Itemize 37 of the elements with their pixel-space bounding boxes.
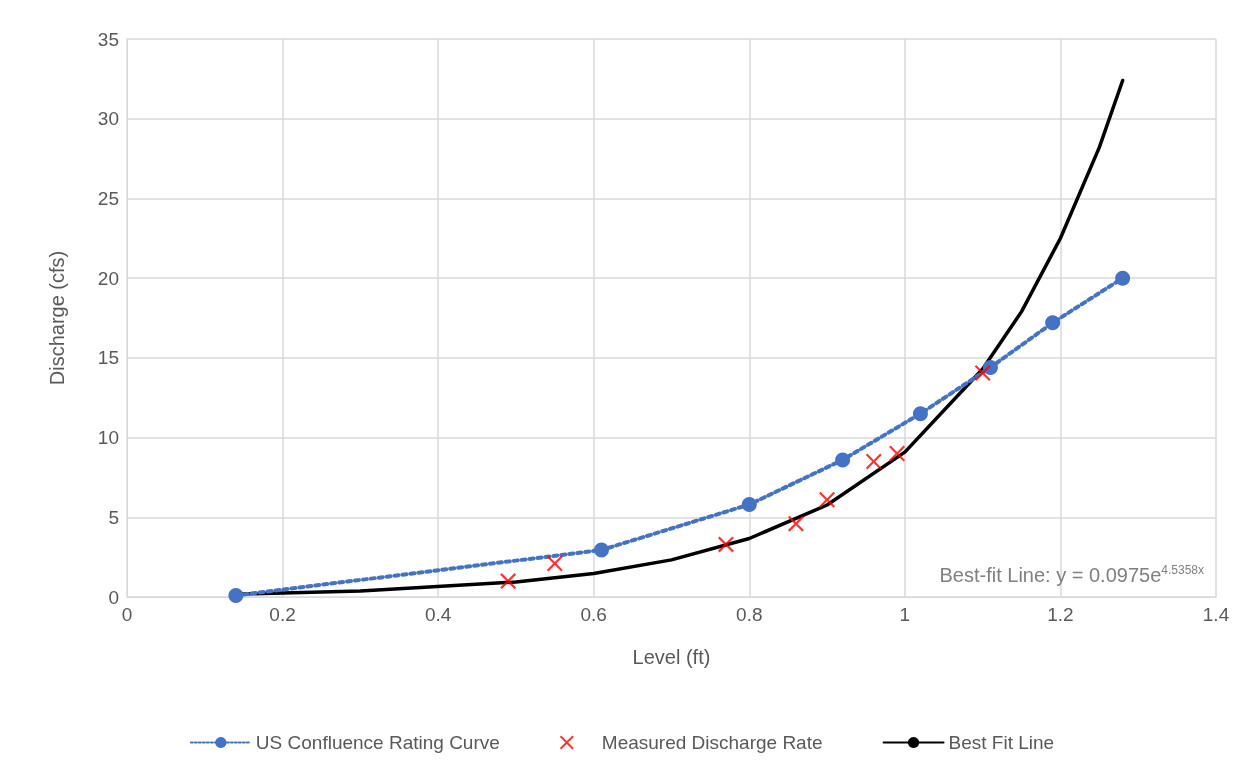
x-tick-label: 1.4 (1202, 604, 1230, 625)
legend-label: US Confluence Rating Curve (255, 732, 500, 753)
x-tick-label: 1.2 (1047, 604, 1074, 625)
point (889, 445, 906, 462)
point (594, 542, 609, 558)
y-tick-label: 25 (97, 187, 119, 209)
x-tick-label: 0.6 (580, 604, 607, 625)
y-tick-label: 20 (97, 267, 119, 289)
point (1115, 270, 1131, 286)
x-axis-title: Level (ft) (632, 646, 711, 668)
point (228, 587, 244, 603)
y-axis-title: Discharge (cfs) (46, 250, 68, 386)
x-tick-label: 0 (121, 604, 133, 625)
annotation: Best-fit Line: y = 0.0975e$^{4.5358x}$ (939, 563, 1204, 587)
x-tick-label: 0.2 (269, 604, 296, 625)
y-tick-label: 30 (97, 108, 119, 130)
y-tick-label: 5 (108, 506, 119, 528)
y-tick-label: 35 (97, 28, 119, 50)
point (819, 491, 836, 508)
point (835, 452, 851, 468)
x-tick-label: 0.4 (424, 604, 452, 625)
y-tick-label: 0 (108, 586, 119, 608)
point (865, 453, 882, 470)
legend-label: Measured Discharge Rate (601, 732, 823, 753)
y-tick-label: 15 (97, 347, 119, 369)
point (787, 515, 804, 532)
point (546, 555, 563, 572)
point (1045, 315, 1061, 331)
point (974, 365, 991, 381)
x-tick-label: 0.8 (736, 604, 763, 625)
x-tick-label: 1 (899, 604, 911, 625)
legend-label: Best Fit Line (948, 732, 1055, 753)
point (912, 406, 928, 422)
point (741, 497, 757, 513)
point (500, 573, 517, 590)
point (717, 536, 734, 553)
y-tick-label: 10 (97, 427, 119, 449)
